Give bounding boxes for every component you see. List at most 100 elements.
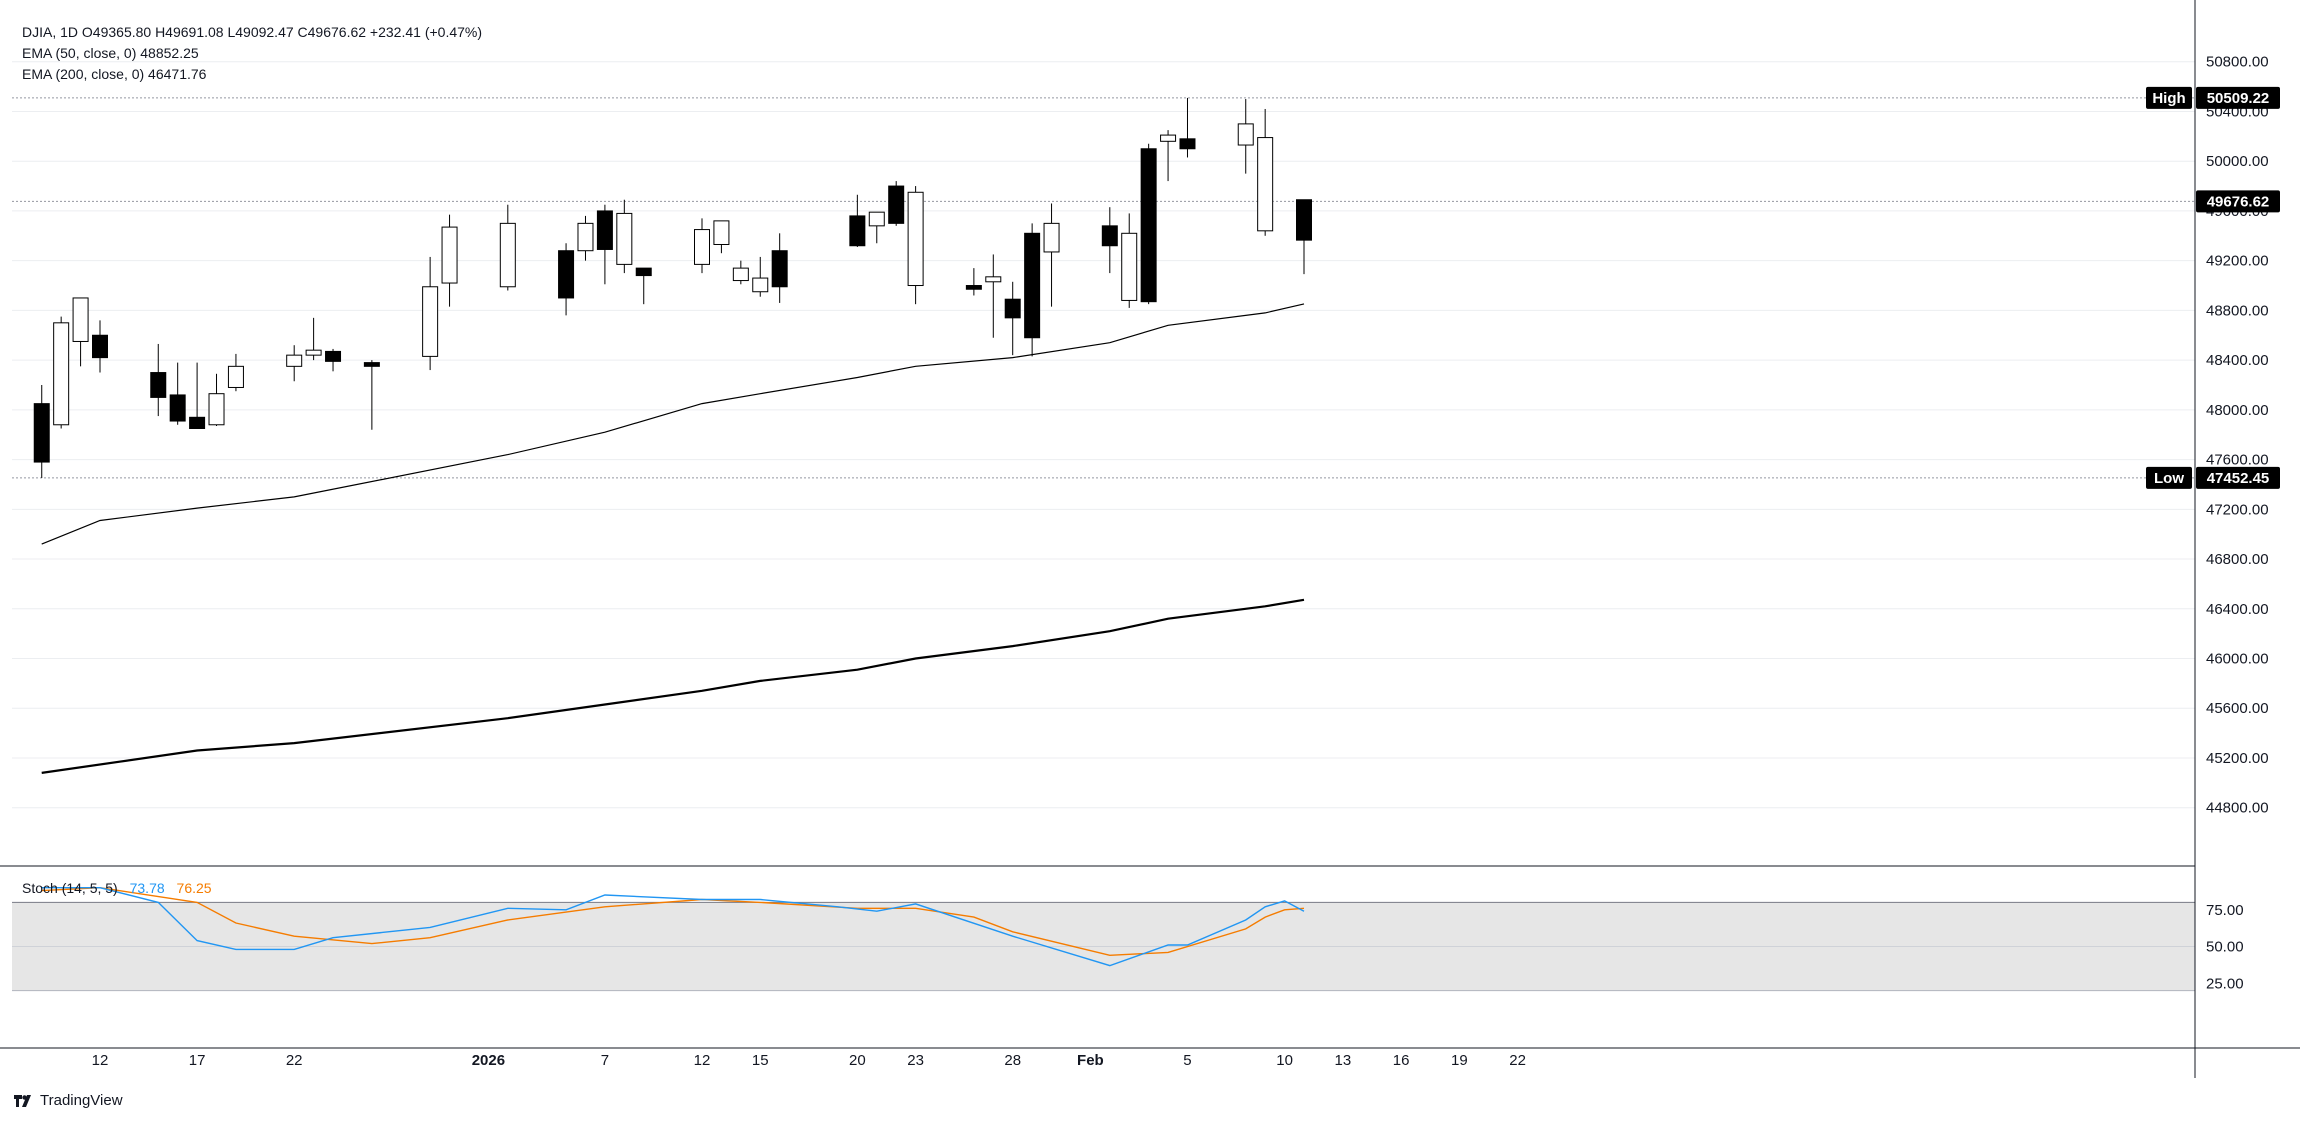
candle[interactable] <box>849 194 866 247</box>
candle-body <box>752 277 769 293</box>
candle[interactable] <box>150 343 167 417</box>
candle[interactable] <box>868 211 885 244</box>
candle[interactable] <box>1101 207 1118 274</box>
stoch-tick-label: 75.00 <box>2206 902 2244 919</box>
time-tick-label: 16 <box>1393 1052 1410 1069</box>
candle[interactable] <box>771 233 788 303</box>
price-tick-label: 49200.00 <box>2206 253 2269 270</box>
candle-body <box>732 267 749 282</box>
ema-200-label[interactable]: EMA (200, close, 0) 46471.76 <box>22 66 207 82</box>
low-tag-value: 47452.45 <box>2207 470 2270 487</box>
ema-50-line <box>41 303 1305 545</box>
candle-body <box>616 212 633 265</box>
candle[interactable] <box>363 360 380 430</box>
candle-body <box>189 416 206 430</box>
candle[interactable] <box>596 204 613 285</box>
candle[interactable] <box>558 243 575 316</box>
candle[interactable] <box>208 373 225 427</box>
candle[interactable] <box>325 348 342 372</box>
candle[interactable] <box>441 214 458 307</box>
candle[interactable] <box>1160 130 1177 182</box>
time-tick-label: 23 <box>907 1052 924 1069</box>
stoch-legend[interactable]: Stoch (14, 5, 5) 73.78 76.25 <box>22 880 212 896</box>
time-tick-label: Feb <box>1077 1052 1104 1069</box>
price-reference-lines <box>12 97 2195 479</box>
price-tick-label: 46400.00 <box>2206 601 2269 618</box>
last-price-tag-box <box>2196 190 2280 213</box>
candle[interactable] <box>732 260 749 285</box>
candle[interactable] <box>305 317 322 361</box>
candle[interactable] <box>752 256 769 297</box>
candle[interactable] <box>72 297 89 367</box>
candle[interactable] <box>499 204 516 291</box>
candle[interactable] <box>1043 203 1060 307</box>
candle[interactable] <box>965 268 982 296</box>
price-tick-label: 48800.00 <box>2206 302 2269 319</box>
candle-body <box>771 250 788 288</box>
candle[interactable] <box>577 215 594 261</box>
candle-body <box>577 222 594 252</box>
tradingview-logo-icon <box>14 1094 31 1107</box>
candle[interactable] <box>169 362 186 425</box>
candle[interactable] <box>985 254 1002 338</box>
candle[interactable] <box>1296 199 1312 275</box>
candle-body <box>363 362 380 367</box>
candle-body <box>694 229 710 265</box>
candle[interactable] <box>286 345 303 382</box>
candle-body <box>1257 137 1274 232</box>
high-tag-label-box <box>2146 86 2192 109</box>
candle[interactable] <box>422 256 439 371</box>
candle[interactable] <box>1004 281 1021 356</box>
stoch-d-value: 76.25 <box>176 880 212 896</box>
candle[interactable] <box>1024 223 1041 357</box>
time-tick-label: 22 <box>286 1052 303 1069</box>
candle[interactable] <box>635 267 652 305</box>
candle[interactable] <box>92 320 108 373</box>
ema-50-label[interactable]: EMA (50, close, 0) 48852.25 <box>22 45 199 61</box>
candle-body <box>713 220 730 245</box>
candle[interactable] <box>616 199 633 274</box>
candle[interactable] <box>888 181 905 226</box>
time-tick-label: 12 <box>694 1052 711 1069</box>
symbol-ohlc-label[interactable]: DJIA, 1D O49365.80 H49691.08 L49092.47 C… <box>22 24 483 40</box>
price-axis-labels[interactable]: 50800.0050400.0050000.0049600.0049200.00… <box>2206 54 2269 993</box>
candle[interactable] <box>1257 108 1274 236</box>
candle[interactable] <box>1179 97 1196 158</box>
candle-body <box>1043 222 1060 253</box>
candle[interactable] <box>907 186 924 305</box>
candle[interactable] <box>1140 143 1157 305</box>
candlesticks[interactable] <box>33 97 1312 478</box>
stochastic-pane[interactable] <box>12 886 2195 992</box>
candle[interactable] <box>1121 213 1138 308</box>
candle-body <box>305 349 322 356</box>
price-tick-label: 45200.00 <box>2206 750 2269 767</box>
candle-body <box>985 276 1002 283</box>
time-tick-label: 7 <box>601 1052 609 1069</box>
tradingview-logo[interactable]: TradingView <box>14 1092 123 1109</box>
grid-lines <box>12 61 2195 809</box>
brand-label: TradingView <box>40 1092 123 1109</box>
time-tick-label: 12 <box>92 1052 109 1069</box>
stoch-k-line <box>41 887 1305 967</box>
candle-body <box>1004 298 1021 319</box>
time-tick-label: 28 <box>1004 1052 1021 1069</box>
candle-body <box>1140 148 1157 303</box>
high-tag-value: 50509.22 <box>2207 90 2270 107</box>
low-tag: 47452.45 Low <box>2146 466 2280 489</box>
candle[interactable] <box>53 316 70 429</box>
price-tick-label: 46800.00 <box>2206 551 2269 568</box>
candle[interactable] <box>33 384 50 478</box>
candle-body <box>635 267 652 277</box>
candle[interactable] <box>1237 99 1254 174</box>
high-tag-label: High <box>2152 90 2185 107</box>
candle[interactable] <box>189 362 206 430</box>
candle[interactable] <box>713 220 730 254</box>
candle-body <box>72 297 89 342</box>
price-tick-label: 46000.00 <box>2206 651 2269 668</box>
candle[interactable] <box>227 353 244 392</box>
time-axis-labels[interactable]: 12 17 22 2026 7 12 15 20 23 28 Feb 5 10 13 16 19 22 <box>92 1052 1526 1069</box>
stoch-title: Stoch (14, 5, 5) <box>22 880 118 896</box>
chart-legend[interactable]: DJIA, 1D O49365.80 H49691.08 L49092.47 C… <box>22 22 482 85</box>
candle[interactable] <box>694 218 710 274</box>
